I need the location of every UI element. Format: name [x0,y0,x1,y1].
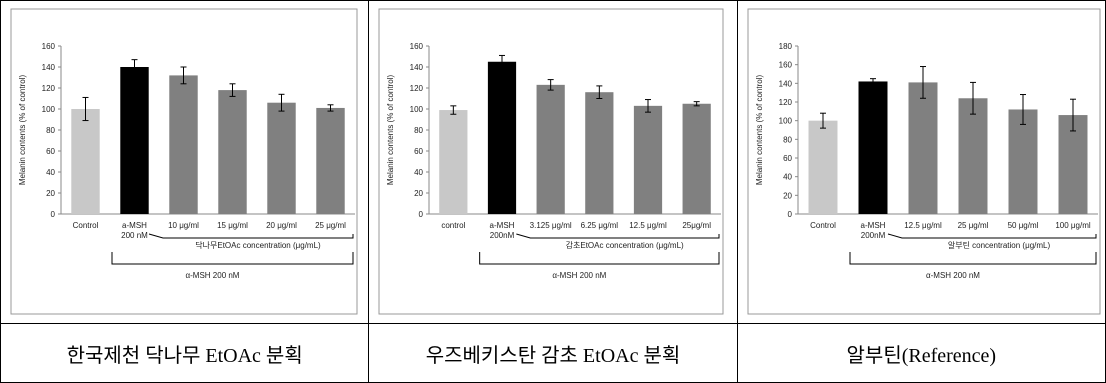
concentration-label: 닥나무EtOAc concentration (μg/mL) [195,240,321,250]
chart-cell: 0 20 40 60 80 100 120 140 160 Melanin contents (%… [0,0,370,324]
bar [71,109,100,214]
bar [1058,115,1088,214]
bar [682,103,712,214]
y-tick-label: 0 [51,210,56,219]
bar [267,102,296,214]
x-tick-label: 20 μg/ml [266,221,297,230]
bar [585,92,614,214]
concentration-label: 알부틴 concentration (μg/mL) [948,240,1051,250]
x-tick-label: 25 μg/ml [315,221,346,230]
chart: 0 20 40 60 80 100 120 140 160 Melanin contents (%… [378,8,724,315]
y-tick-label: 120 [410,84,424,93]
bar [439,110,468,214]
y-tick-label: 120 [778,98,792,107]
y-tick-label: 20 [783,191,792,200]
y-axis-label: Melanin contents (% of control) [18,75,27,186]
caption: 우즈베키스탄 감초 EtOAc 분획 [368,323,738,383]
y-tick-label: 140 [410,63,424,72]
bar [488,61,517,214]
bracket [479,252,720,265]
bracket [516,233,720,239]
caption: 알부틴(Reference) [736,323,1106,383]
y-tick-label: 40 [783,173,792,182]
bracket [111,252,354,265]
x-tick-label: 6.25 μg/ml [581,221,619,230]
x-tick-label: 12.5 μg/ml [904,221,942,230]
chart-frame [10,8,358,315]
y-tick-label: 40 [46,168,55,177]
bar [808,120,838,214]
x-tick-label: control [442,221,466,230]
y-tick-label: 0 [419,210,424,219]
y-tick-label: 160 [42,42,56,51]
bar [958,98,988,214]
y-axis-label: Melanin contents (% of control) [386,75,395,186]
y-tick-label: 40 [414,168,423,177]
bar [169,75,198,215]
x-tick-label: 12.5 μg/ml [630,221,668,230]
x-tick-label: 15 μg/ml [217,221,248,230]
bar [316,107,345,214]
y-tick-label: 100 [778,117,792,126]
x-tick-label: 100 μg/ml [1055,221,1091,230]
chart: 0 20 40 60 80 100 120 140 160 180 Melanin contents… [747,8,1101,315]
chart: 0 20 40 60 80 100 120 140 160 Melanin contents (%… [10,8,358,315]
caption: 한국제천 닥나무 EtOAc 분획 [0,323,370,383]
concentration-label: 감초EtOAc concentration (μg/mL) [566,240,684,250]
y-tick-label: 20 [414,189,423,198]
y-tick-label: 80 [46,126,55,135]
y-tick-label: 140 [778,79,792,88]
bar [858,81,888,214]
x-tick-label: 10 μg/ml [168,221,199,230]
y-tick-label: 20 [46,189,55,198]
y-axis-label: Melanin contents (% of control) [755,75,764,186]
chart-cell: 0 20 40 60 80 100 120 140 160 180 Melanin contents… [736,0,1106,324]
chart-frame [378,8,724,315]
group-label: α-MSH 200 nM [186,271,240,280]
bar [1008,109,1038,214]
bracket [887,233,1097,239]
y-tick-label: 160 [410,42,424,51]
bar [908,82,938,215]
y-tick-label: 160 [778,61,792,70]
x-tick-label: a-MSH 200 nM [121,221,148,240]
bracket [849,252,1097,265]
x-tick-label: a-MSH 200nM [860,221,885,240]
x-tick-label: Control [73,221,99,230]
group-label: α-MSH 200 nM [926,271,980,280]
y-tick-label: 60 [783,154,792,163]
bar [218,90,247,214]
y-tick-label: 120 [42,84,56,93]
group-label: α-MSH 200 nM [553,271,607,280]
bracket [148,233,354,239]
y-tick-label: 100 [42,105,56,114]
chart-cell: 0 20 40 60 80 100 120 140 160 Melanin contents (%… [368,0,738,324]
chart-frame [747,8,1101,315]
bar [634,105,663,214]
y-tick-label: 140 [42,63,56,72]
x-tick-label: 3.125 μg/ml [530,221,572,230]
x-tick-label: a-MSH 200nM [490,221,515,240]
y-tick-label: 80 [783,135,792,144]
y-tick-label: 0 [787,210,792,219]
y-tick-label: 180 [778,42,792,51]
x-tick-label: 50 μg/ml [1007,221,1038,230]
y-tick-label: 60 [414,147,423,156]
y-tick-label: 100 [410,105,424,114]
y-tick-label: 60 [46,147,55,156]
bar [536,84,566,214]
x-tick-label: Control [810,221,836,230]
y-tick-label: 80 [414,126,423,135]
x-tick-label: 25μg/ml [683,221,712,230]
bar [120,67,149,214]
x-tick-label: 25 μg/ml [957,221,988,230]
